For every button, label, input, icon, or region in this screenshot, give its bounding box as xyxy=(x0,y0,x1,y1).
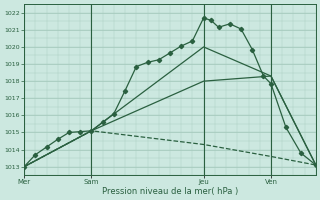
X-axis label: Pression niveau de la mer( hPa ): Pression niveau de la mer( hPa ) xyxy=(102,187,238,196)
